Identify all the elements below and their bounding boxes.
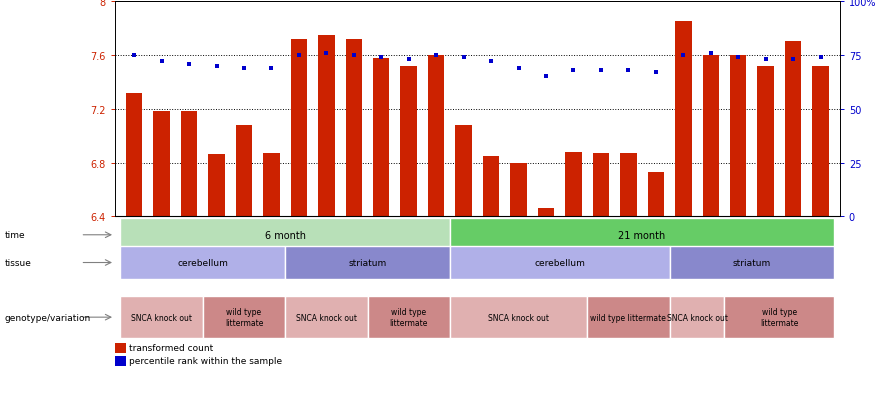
Text: tissue: tissue — [4, 259, 31, 267]
Point — [237, 65, 251, 72]
Bar — [236, 126, 252, 217]
Point — [594, 67, 608, 74]
Bar — [346, 40, 362, 217]
Bar — [510, 163, 527, 217]
Point — [182, 61, 196, 68]
Bar — [450, 218, 834, 252]
Point — [621, 67, 636, 74]
Text: percentile rank within the sample: percentile rank within the sample — [129, 356, 283, 366]
Point — [456, 55, 470, 61]
Bar — [126, 93, 142, 217]
Bar — [669, 297, 725, 338]
Point — [704, 50, 718, 57]
Text: genotype/variation: genotype/variation — [4, 313, 91, 322]
Point — [567, 67, 581, 74]
Text: 6 month: 6 month — [264, 230, 306, 240]
Bar — [263, 154, 279, 217]
Bar — [483, 157, 499, 217]
Bar — [725, 297, 834, 338]
Text: wild type
littermate: wild type littermate — [390, 308, 428, 327]
Bar — [565, 152, 582, 217]
Text: SNCA knock out: SNCA knock out — [667, 313, 728, 322]
Point — [676, 52, 690, 59]
Bar — [812, 66, 829, 217]
Bar — [758, 66, 774, 217]
Point — [127, 52, 141, 59]
Bar — [120, 297, 202, 338]
Bar — [286, 297, 368, 338]
Text: time: time — [4, 231, 25, 240]
Text: wild type littermate: wild type littermate — [591, 313, 667, 322]
Bar — [703, 56, 719, 217]
Point — [319, 50, 333, 57]
Text: cerebellum: cerebellum — [178, 259, 228, 267]
Text: wild type
littermate: wild type littermate — [760, 308, 798, 327]
Bar — [675, 22, 691, 217]
Point — [374, 55, 388, 61]
Point — [758, 57, 773, 63]
Bar — [587, 297, 669, 338]
Bar — [455, 126, 472, 217]
Text: striatum: striatum — [348, 259, 386, 267]
Point — [484, 59, 499, 66]
Point — [512, 65, 526, 72]
Text: striatum: striatum — [733, 259, 771, 267]
Bar — [153, 112, 170, 217]
Bar — [291, 40, 307, 217]
Text: cerebellum: cerebellum — [534, 259, 585, 267]
Bar — [115, 343, 126, 353]
Bar — [181, 112, 197, 217]
Bar — [785, 42, 802, 217]
Text: SNCA knock out: SNCA knock out — [296, 313, 357, 322]
Text: 21 month: 21 month — [619, 230, 666, 240]
Point — [292, 52, 306, 59]
Point — [649, 70, 663, 76]
Bar — [669, 246, 834, 280]
Text: wild type
littermate: wild type littermate — [225, 308, 263, 327]
Bar — [592, 154, 609, 217]
Bar — [730, 56, 746, 217]
Point — [539, 74, 553, 81]
Bar — [400, 66, 417, 217]
Bar — [368, 297, 450, 338]
Text: SNCA knock out: SNCA knock out — [131, 313, 192, 322]
Bar — [120, 246, 286, 280]
Bar — [318, 36, 334, 217]
Point — [210, 63, 224, 70]
Bar — [537, 209, 554, 217]
Text: transformed count: transformed count — [129, 344, 214, 352]
Bar — [621, 154, 636, 217]
Point — [347, 52, 361, 59]
Point — [401, 57, 415, 63]
Text: SNCA knock out: SNCA knock out — [488, 313, 549, 322]
Bar — [373, 58, 390, 217]
Point — [813, 55, 827, 61]
Bar — [648, 173, 664, 217]
Bar — [202, 297, 286, 338]
Bar — [428, 56, 445, 217]
Bar — [115, 356, 126, 366]
Bar — [450, 297, 587, 338]
Bar — [450, 246, 669, 280]
Bar — [209, 155, 225, 217]
Point — [264, 65, 278, 72]
Point — [731, 55, 745, 61]
Point — [786, 57, 800, 63]
Bar — [120, 218, 450, 252]
Bar — [286, 246, 450, 280]
Point — [429, 52, 443, 59]
Point — [155, 59, 169, 66]
